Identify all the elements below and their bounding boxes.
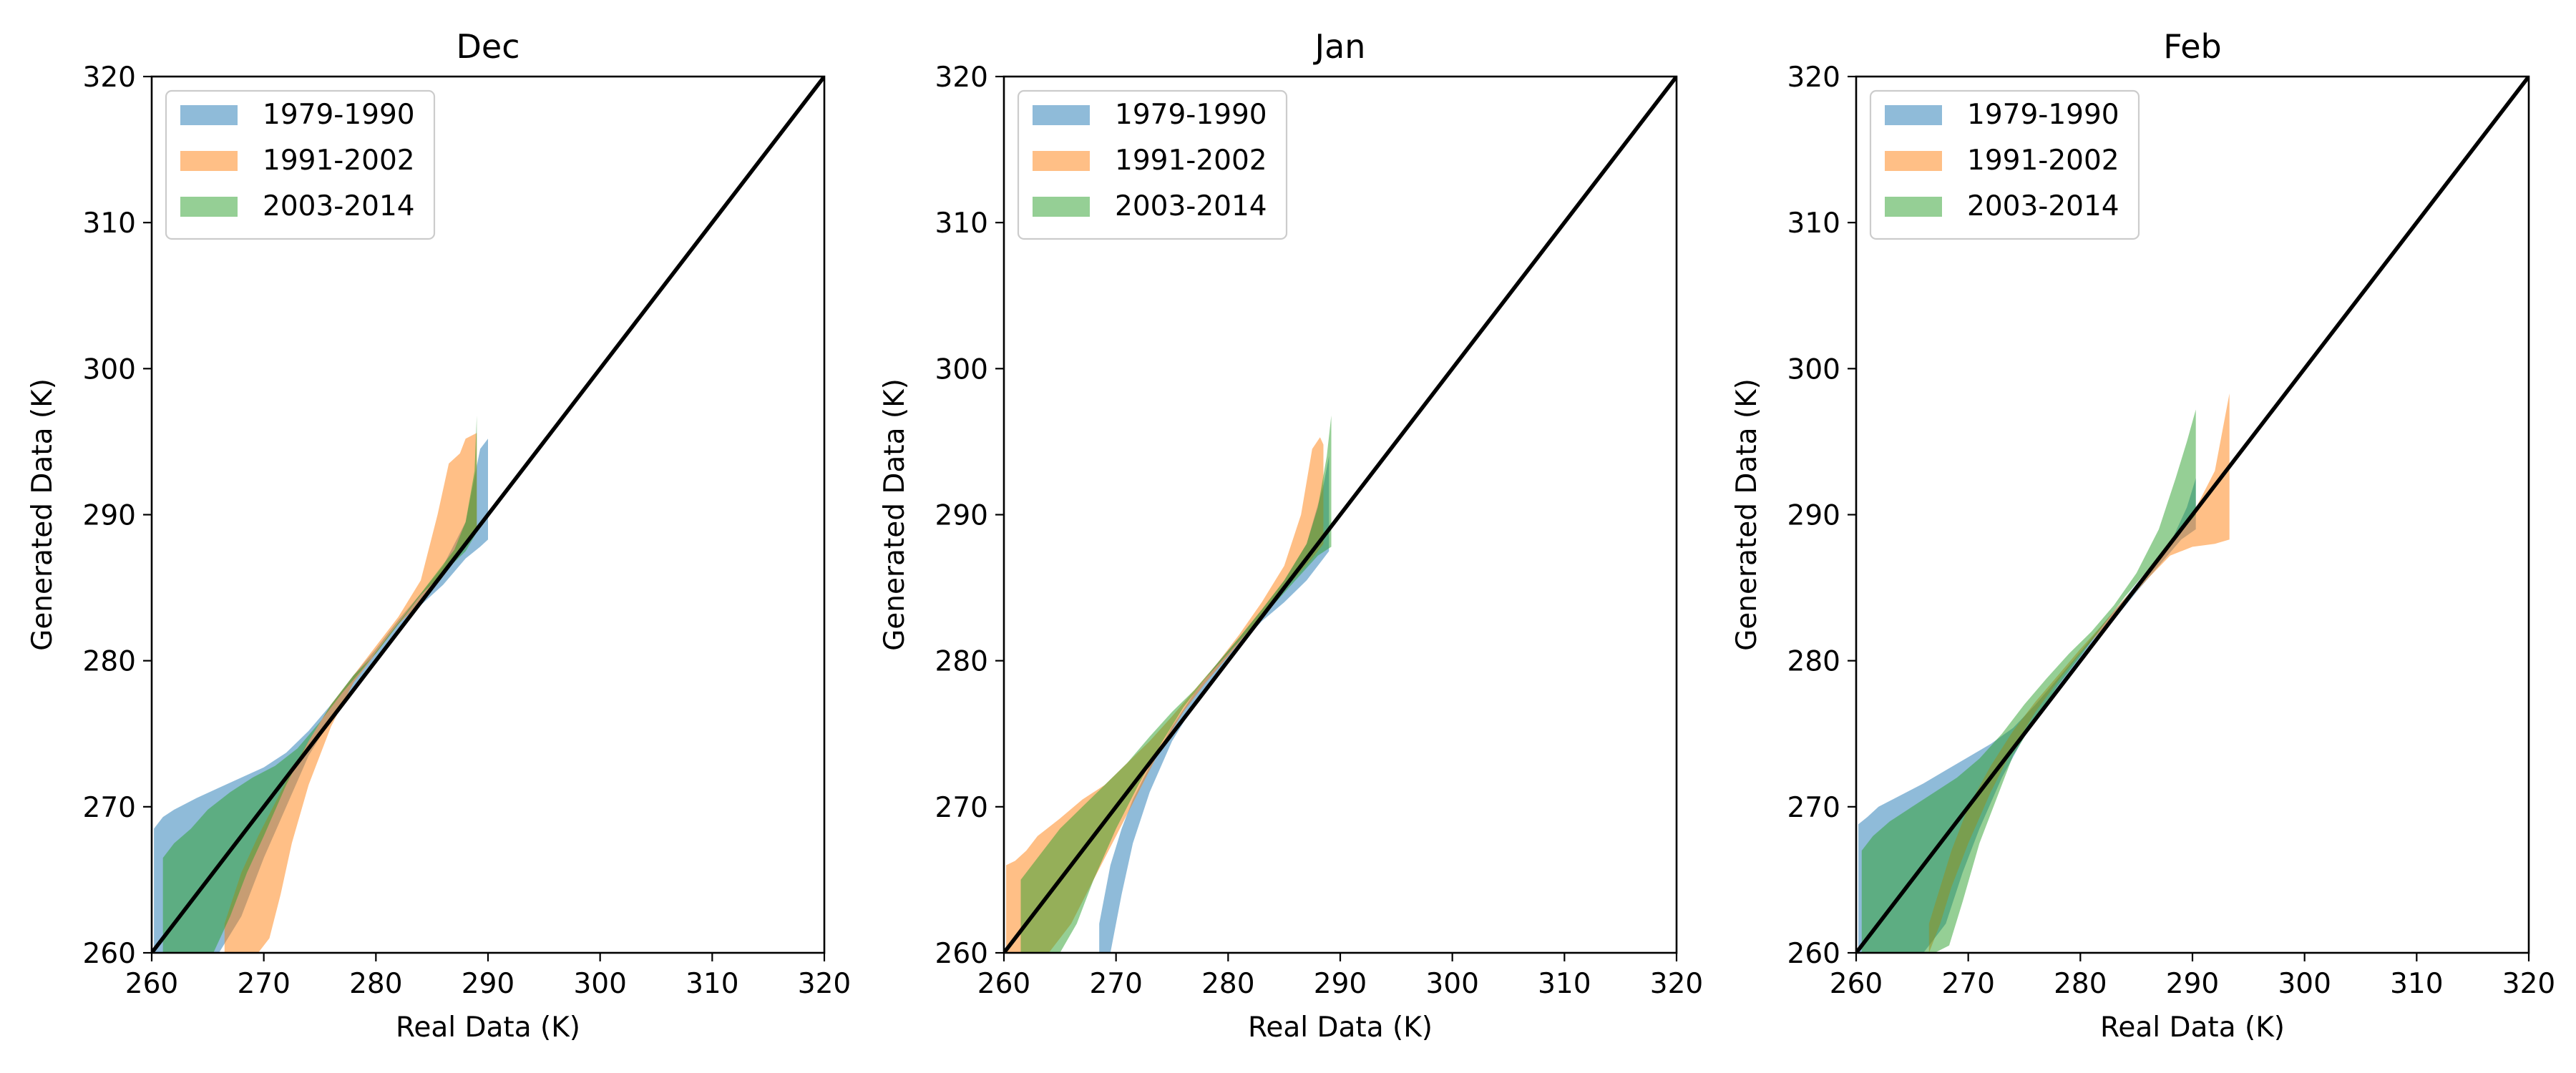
y-tick-label: 320: [1787, 62, 1840, 94]
x-tick-label: 320: [2502, 968, 2555, 1000]
legend-swatch: [1033, 151, 1090, 171]
panel-dec: 260 270 280 290 300 310 320 260 270 280 290 300 310 3…: [26, 27, 851, 1044]
x-axis-label: Real Data (K): [2100, 1011, 2285, 1044]
x-tick-label: 320: [798, 968, 851, 1000]
legend-swatch: [1885, 197, 1942, 217]
x-tick-label: 300: [573, 968, 626, 1000]
panel-title: Jan: [1313, 27, 1366, 66]
legend-label: 2003-2014: [263, 190, 415, 222]
band-2003-2014: [1861, 409, 2196, 953]
panel-title: Dec: [456, 27, 519, 66]
x-tick-label: 290: [462, 968, 514, 1000]
legend-swatch: [180, 105, 238, 125]
x-tick-label: 310: [2390, 968, 2443, 1000]
legend-label: 2003-2014: [1967, 190, 2119, 222]
legend: 1979-1990 1991-2002 2003-2014: [165, 89, 436, 240]
y-tick-label: 260: [935, 938, 988, 970]
x-tick-label: 260: [125, 968, 178, 1000]
band-1979-1990: [1099, 456, 1330, 953]
y-tick-label: 310: [935, 207, 988, 240]
y-tick-label: 320: [935, 62, 988, 94]
y-tick-label: 290: [83, 500, 136, 532]
legend-label: 1991-2002: [1115, 144, 1267, 177]
y-tick-label: 270: [1787, 792, 1840, 824]
y-tick-label: 280: [1787, 646, 1840, 678]
legend-label: 1979-1990: [263, 99, 415, 131]
x-tick-label: 310: [686, 968, 738, 1000]
legend-label: 1979-1990: [1115, 99, 1267, 131]
y-tick-label: 270: [935, 792, 988, 824]
legend-swatch: [1885, 105, 1942, 125]
legend: 1979-1990 1991-2002 2003-2014: [1017, 89, 1288, 240]
panel-title: Feb: [2163, 27, 2221, 66]
y-tick-label: 320: [83, 62, 136, 94]
plot-area: [1856, 77, 2529, 953]
y-tick-label: 300: [935, 353, 988, 386]
x-tick-label: 280: [2054, 968, 2107, 1000]
legend-label: 1991-2002: [263, 144, 415, 177]
y-tick-label: 280: [935, 646, 988, 678]
x-tick-label: 270: [237, 968, 290, 1000]
panel-jan: 260 270 280 290 300 310 320 260 270 280 290 300 310 3…: [879, 27, 1703, 1044]
plot-area: [152, 77, 824, 953]
y-tick-label: 310: [83, 207, 136, 240]
y-axis-label: Generated Data (K): [26, 378, 59, 651]
identity-line: [1856, 77, 2529, 953]
x-tick-label: 280: [349, 968, 402, 1000]
panel-feb: 260 270 280 290 300 310 320 260 270 280 290 300 310 3…: [1731, 27, 2555, 1044]
x-tick-label: 300: [1425, 968, 1478, 1000]
identity-line: [1004, 77, 1677, 953]
legend-swatch: [180, 197, 238, 217]
x-tick-label: 260: [1830, 968, 1883, 1000]
plot-area: [1004, 77, 1677, 953]
legend: 1979-1990 1991-2002 2003-2014: [1869, 89, 2140, 240]
y-tick-label: 270: [83, 792, 136, 824]
x-tick-label: 270: [1089, 968, 1142, 1000]
x-axis-label: Real Data (K): [396, 1011, 580, 1044]
x-tick-label: 280: [1201, 968, 1254, 1000]
legend-swatch: [1033, 197, 1090, 217]
x-tick-label: 310: [1538, 968, 1591, 1000]
band-1991-2002: [224, 433, 477, 953]
y-axis-label: Generated Data (K): [879, 378, 911, 651]
y-tick-label: 290: [935, 500, 988, 532]
band-2003-2014: [1020, 415, 1332, 953]
legend-label: 1991-2002: [1967, 144, 2119, 177]
legend-label: 2003-2014: [1115, 190, 1267, 222]
y-tick-label: 300: [1787, 353, 1840, 386]
y-tick-label: 260: [1787, 938, 1840, 970]
x-tick-label: 300: [2278, 968, 2331, 1000]
x-axis-label: Real Data (K): [1248, 1011, 1433, 1044]
identity-line: [152, 77, 824, 953]
y-tick-label: 280: [83, 646, 136, 678]
y-tick-label: 260: [83, 938, 136, 970]
x-tick-label: 320: [1650, 968, 1703, 1000]
band-2003-2014: [162, 415, 477, 953]
y-tick-label: 310: [1787, 207, 1840, 240]
legend-swatch: [1885, 151, 1942, 171]
y-axis-label: Generated Data (K): [1731, 378, 1763, 651]
legend-swatch: [180, 151, 238, 171]
x-tick-label: 290: [1314, 968, 1367, 1000]
y-tick-label: 300: [83, 353, 136, 386]
x-tick-label: 290: [2166, 968, 2219, 1000]
x-tick-label: 260: [977, 968, 1030, 1000]
legend-swatch: [1033, 105, 1090, 125]
x-tick-label: 270: [1941, 968, 1994, 1000]
legend-label: 1979-1990: [1967, 99, 2119, 131]
y-tick-label: 290: [1787, 500, 1840, 532]
